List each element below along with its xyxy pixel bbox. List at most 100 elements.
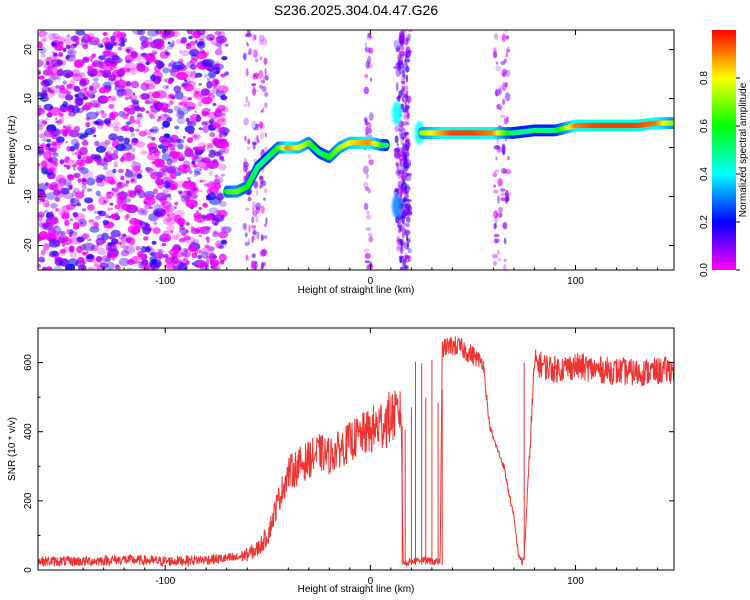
noise-cell xyxy=(145,110,149,114)
noise-cell xyxy=(118,36,128,44)
noise-cell xyxy=(505,69,511,77)
noise-cell xyxy=(74,94,79,98)
snr-x-axis-label: Height of straight line (km) xyxy=(298,584,415,595)
noise-cell xyxy=(214,178,221,186)
noise-cell xyxy=(395,162,399,167)
noise-cell xyxy=(182,258,188,262)
noise-cell xyxy=(492,253,498,259)
noise-cell xyxy=(259,184,263,189)
noise-cell xyxy=(219,131,228,138)
noise-cell xyxy=(73,125,80,133)
noise-cell xyxy=(498,212,503,218)
noise-cell xyxy=(111,238,119,246)
noise-cell xyxy=(68,234,73,238)
noise-cell xyxy=(220,225,226,232)
noise-cell xyxy=(175,110,185,119)
noise-cell xyxy=(194,170,201,176)
noise-cell xyxy=(39,95,49,102)
noise-cell xyxy=(101,37,110,45)
noise-cell xyxy=(125,59,131,64)
colorbar-label: Normalized spectral amplitude xyxy=(738,82,749,217)
noise-cell xyxy=(401,69,406,78)
noise-cell xyxy=(399,50,406,57)
noise-cell xyxy=(45,266,53,270)
noise-cell xyxy=(47,93,54,99)
noise-cell xyxy=(78,264,87,270)
noise-cell xyxy=(150,267,155,270)
noise-cell xyxy=(108,146,115,151)
noise-cell xyxy=(95,215,101,220)
noise-cell xyxy=(56,140,64,146)
noise-cell xyxy=(55,84,60,89)
noise-cell xyxy=(93,134,97,138)
noise-cell xyxy=(85,251,89,255)
noise-cell xyxy=(48,147,52,152)
noise-cell xyxy=(169,172,177,180)
ridge2-cell xyxy=(670,120,674,126)
noise-cell xyxy=(138,130,148,137)
spectrogram-x-axis-label: Height of straight line (km) xyxy=(298,285,415,296)
noise-cell xyxy=(190,163,197,168)
noise-cell xyxy=(71,190,77,197)
noise-cell xyxy=(404,158,412,169)
noise-cell xyxy=(93,259,102,267)
noise-cell xyxy=(110,35,116,43)
noise-cell xyxy=(191,262,195,265)
noise-cell xyxy=(56,69,64,77)
noise-cell xyxy=(214,162,219,167)
noise-cell xyxy=(364,42,367,51)
noise-cell xyxy=(162,253,169,259)
noise-cell xyxy=(134,190,140,196)
noise-cell xyxy=(61,205,71,212)
noise-cell xyxy=(113,126,120,132)
noise-cell xyxy=(38,214,42,218)
noise-cell xyxy=(43,103,54,111)
noise-cell xyxy=(402,144,410,151)
colorbar-tick-label: 0.2 xyxy=(699,215,710,229)
noise-cell xyxy=(40,160,47,168)
noise-cell xyxy=(63,164,68,168)
noise-cell xyxy=(145,99,150,104)
noise-cell xyxy=(51,51,55,54)
noise-cell xyxy=(207,82,214,87)
noise-cell xyxy=(192,164,198,168)
noise-cell xyxy=(135,246,141,251)
noise-cell xyxy=(400,157,404,168)
noise-cell xyxy=(219,148,226,153)
noise-cell xyxy=(51,250,58,257)
noise-cell xyxy=(88,219,95,224)
noise-cell xyxy=(406,242,409,248)
noise-cell xyxy=(502,169,507,174)
noise-cell xyxy=(167,143,173,148)
noise-cell xyxy=(161,126,165,130)
noise-cell xyxy=(260,205,265,214)
noise-cell xyxy=(152,227,161,235)
noise-cell xyxy=(202,202,208,208)
noise-cell xyxy=(403,113,407,120)
noise-cell xyxy=(197,254,202,260)
noise-cell xyxy=(165,262,175,270)
noise-cell xyxy=(220,174,225,177)
noise-cell xyxy=(151,161,156,165)
noise-cell xyxy=(503,264,507,270)
noise-cell xyxy=(124,62,137,71)
noise-cell xyxy=(60,128,70,135)
noise-cell xyxy=(404,222,407,227)
noise-cell xyxy=(195,91,199,95)
noise-cell xyxy=(205,253,214,259)
noise-cell xyxy=(46,167,55,173)
noise-cell xyxy=(503,258,507,262)
noise-cell xyxy=(245,95,249,104)
noise-cell xyxy=(87,267,94,270)
noise-cell xyxy=(251,216,255,224)
noise-cell xyxy=(141,40,151,47)
noise-cell xyxy=(368,236,374,243)
noise-cell xyxy=(500,188,506,192)
noise-cell xyxy=(51,42,58,47)
noise-cell xyxy=(261,261,265,267)
noise-cell xyxy=(59,116,65,123)
noise-cell xyxy=(222,132,228,137)
noise-cell xyxy=(187,137,194,143)
noise-cell xyxy=(505,35,510,40)
noise-cell xyxy=(162,67,170,74)
